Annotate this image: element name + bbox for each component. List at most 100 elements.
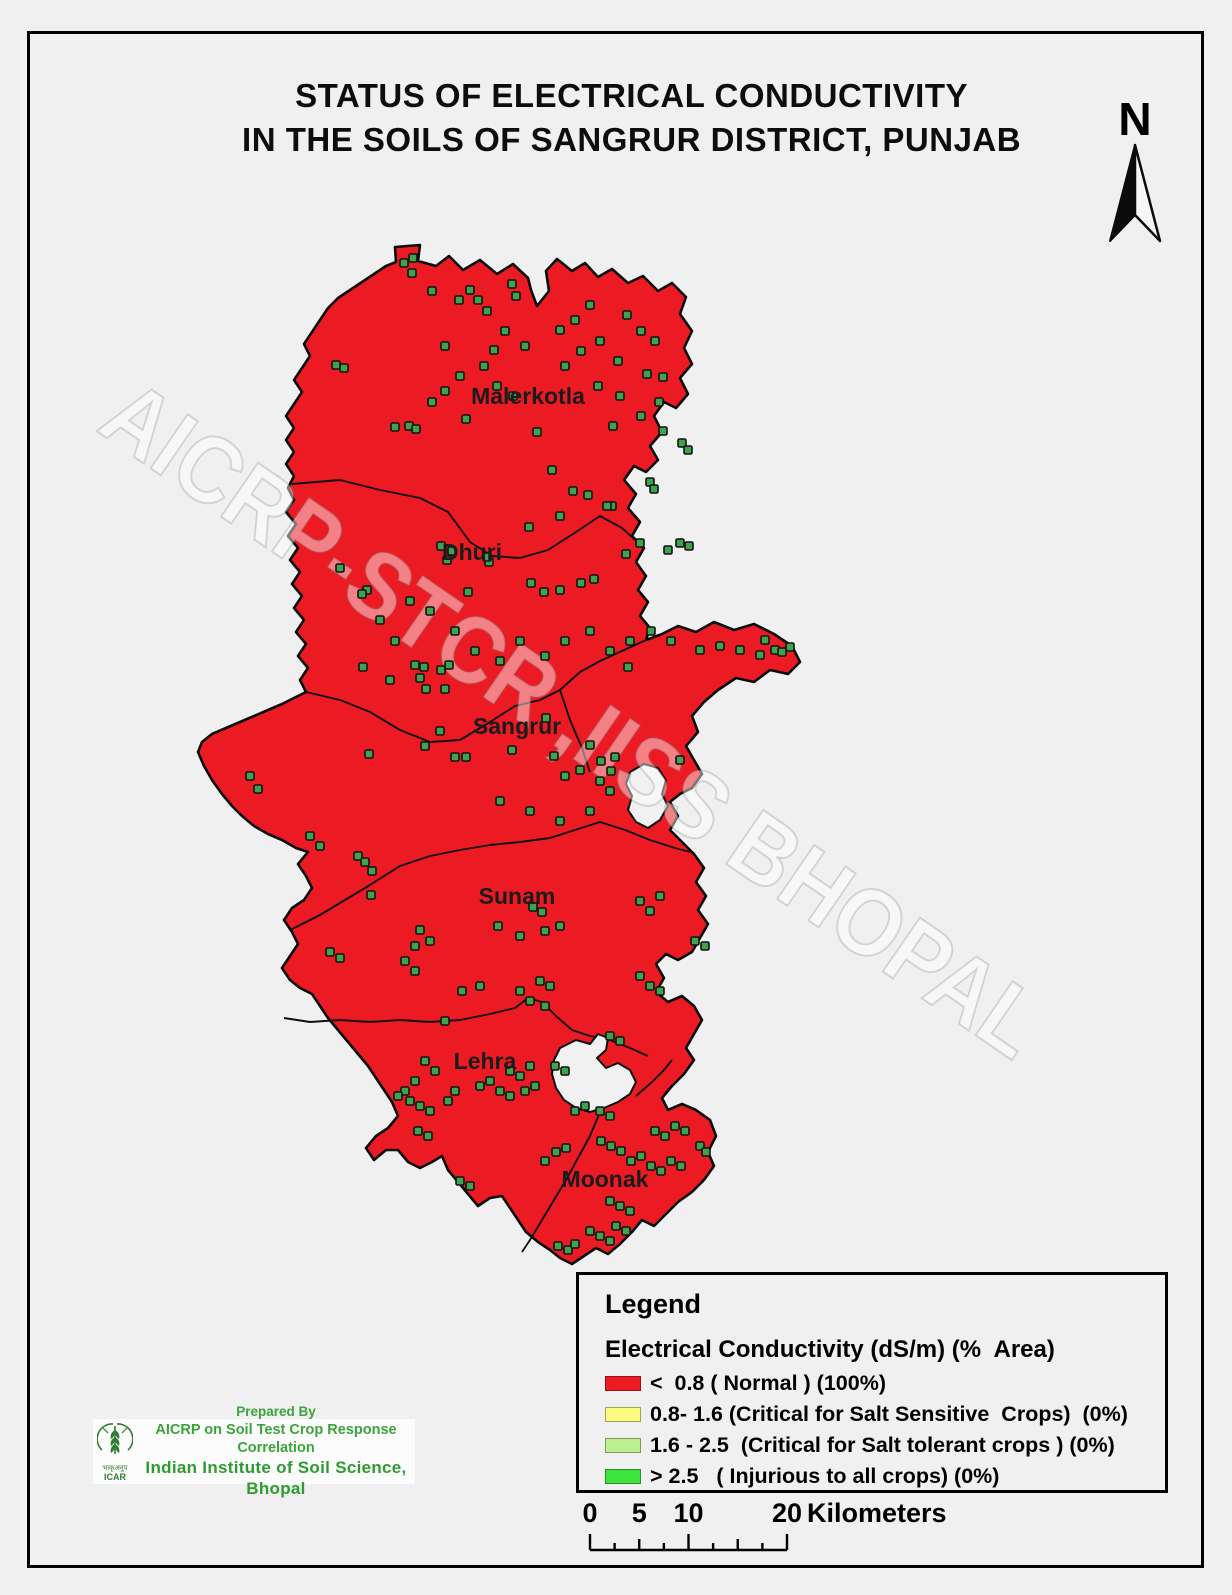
- sample-point: [335, 563, 345, 573]
- sample-point: [420, 741, 430, 751]
- sample-point: [315, 841, 325, 851]
- sample-point: [385, 675, 395, 685]
- sample-point: [520, 341, 530, 351]
- sheet-border: [27, 31, 1204, 1568]
- legend-item-label: < 0.8 ( Normal ) (100%): [650, 1371, 886, 1395]
- sample-points-layer: [245, 253, 795, 1255]
- sample-point: [595, 1106, 605, 1116]
- sample-point: [399, 258, 409, 268]
- sample-point: [555, 921, 565, 931]
- sample-point: [482, 306, 492, 316]
- sample-point: [683, 445, 693, 455]
- sample-point: [410, 1076, 420, 1086]
- sample-point: [676, 1161, 686, 1171]
- sample-point: [616, 1146, 626, 1156]
- sample-point: [485, 1076, 495, 1086]
- map-title-line2: IN THE SOILS OF SANGRUR DISTRICT, PUNJAB: [242, 121, 1022, 159]
- sample-point: [525, 996, 535, 1006]
- sample-point: [465, 285, 475, 295]
- credits-line1: Prepared By: [236, 1403, 316, 1419]
- sample-point: [419, 662, 429, 672]
- sample-point: [475, 981, 485, 991]
- sample-point: [625, 636, 635, 646]
- sample-point: [541, 713, 551, 723]
- sample-point: [701, 1147, 711, 1157]
- sample-point: [415, 1101, 425, 1111]
- legend-swatch: [605, 1438, 641, 1453]
- sample-point: [650, 1126, 660, 1136]
- sample-point: [700, 941, 710, 951]
- sample-point: [407, 268, 417, 278]
- sample-point: [675, 755, 685, 765]
- credits-box: भाकृअनुप ICAR Prepared By AICRP on Soil …: [93, 1404, 415, 1498]
- sample-point: [440, 341, 450, 351]
- sample-point: [642, 369, 652, 379]
- sample-point: [528, 902, 538, 912]
- region-labels-layer: Malerkotla Dhuri Sangrur Sunam Lehra Moonak: [442, 383, 649, 1192]
- sample-point: [375, 615, 385, 625]
- north-arrow-icon: [1109, 143, 1162, 243]
- sample-point: [635, 971, 645, 981]
- sample-point: [425, 606, 435, 616]
- sample-point: [465, 1181, 475, 1191]
- sample-point: [537, 907, 547, 917]
- sample-point: [555, 816, 565, 826]
- sample-point: [560, 771, 570, 781]
- sample-point: [425, 936, 435, 946]
- sample-point: [525, 1061, 535, 1071]
- sample-point: [436, 665, 446, 675]
- sample-point: [605, 786, 615, 796]
- legend-swatch: [605, 1407, 641, 1422]
- sample-point: [625, 1206, 635, 1216]
- sample-point: [413, 1126, 423, 1136]
- sample-point: [427, 397, 437, 407]
- legend-subtitle: Electrical Conductivity (dS/m) (% Area): [605, 1336, 1055, 1363]
- sample-point: [450, 1086, 460, 1096]
- sample-point: [658, 426, 668, 436]
- sample-point: [393, 1091, 403, 1101]
- sample-point: [621, 549, 631, 559]
- legend-item: < 0.8 ( Normal ) (100%): [605, 1368, 1165, 1399]
- sample-point: [425, 1106, 435, 1116]
- sample-point: [358, 662, 368, 672]
- sample-point: [636, 326, 646, 336]
- sample-point: [447, 546, 457, 556]
- sample-point: [675, 538, 685, 548]
- sample-point: [492, 381, 502, 391]
- sample-point: [585, 806, 595, 816]
- icar-logo: भाकृअनुप ICAR: [93, 1420, 137, 1483]
- region-label-sunam: Sunam: [479, 883, 556, 909]
- sample-point: [636, 1151, 646, 1161]
- sample-point: [415, 673, 425, 683]
- sample-point: [666, 636, 676, 646]
- sample-point: [440, 684, 450, 694]
- sample-point: [608, 421, 618, 431]
- sample-point: [656, 1166, 666, 1176]
- sample-point: [505, 1066, 515, 1076]
- sample-point: [635, 538, 645, 548]
- sample-point: [505, 1091, 515, 1101]
- sample-point: [539, 587, 549, 597]
- scale-number: 10: [673, 1498, 704, 1528]
- sample-point: [650, 336, 660, 346]
- sample-point: [606, 1141, 616, 1151]
- sample-point: [595, 1231, 605, 1241]
- scale-number: 5: [631, 1498, 647, 1528]
- sample-point: [390, 636, 400, 646]
- sample-point: [553, 1241, 563, 1251]
- sample-point: [575, 765, 585, 775]
- sample-point: [507, 745, 517, 755]
- sample-point: [568, 486, 578, 496]
- sample-point: [435, 726, 445, 736]
- sample-point: [615, 391, 625, 401]
- sample-point: [411, 424, 421, 434]
- sample-point: [357, 589, 367, 599]
- sample-point: [615, 1201, 625, 1211]
- north-arrow: N: [1100, 96, 1170, 249]
- sample-point: [547, 465, 557, 475]
- sample-point: [455, 1176, 465, 1186]
- sample-point: [495, 656, 505, 666]
- credits-text: Prepared By AICRP on Soil Test Crop Resp…: [137, 1404, 415, 1500]
- sample-point: [520, 1086, 530, 1096]
- sample-point: [463, 587, 473, 597]
